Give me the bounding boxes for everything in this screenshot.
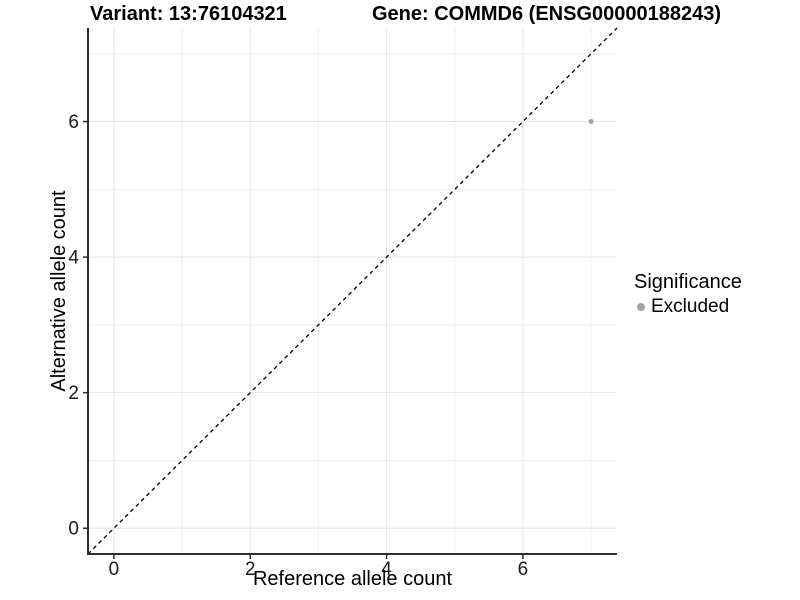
y-axis-label: Alternative allele count	[48, 190, 70, 392]
y-tick-label: 2	[68, 383, 79, 404]
y-tick-label: 4	[68, 248, 79, 269]
x-tick-label: 4	[381, 559, 392, 580]
data-point	[588, 119, 594, 125]
y-tick-label: 6	[68, 112, 79, 133]
plot-title-gene: Gene: COMMD6 (ENSG00000188243)	[372, 3, 722, 25]
x-tick-label: 0	[109, 559, 120, 580]
legend-title: Significance	[634, 271, 742, 293]
legend-item-label: Excluded	[651, 296, 730, 317]
legend-point-icon	[637, 303, 645, 311]
x-axis-label: Reference allele count	[252, 568, 452, 590]
legend-item-excluded: Excluded	[634, 296, 742, 318]
plot-title-variant: Variant: 13:76104321	[90, 3, 287, 25]
x-tick-label: 6	[518, 559, 529, 580]
identity-dashed-line	[87, 27, 618, 555]
legend: Significance Excluded	[634, 271, 742, 318]
y-tick-label: 0	[68, 519, 79, 540]
x-tick-label: 2	[245, 559, 256, 580]
